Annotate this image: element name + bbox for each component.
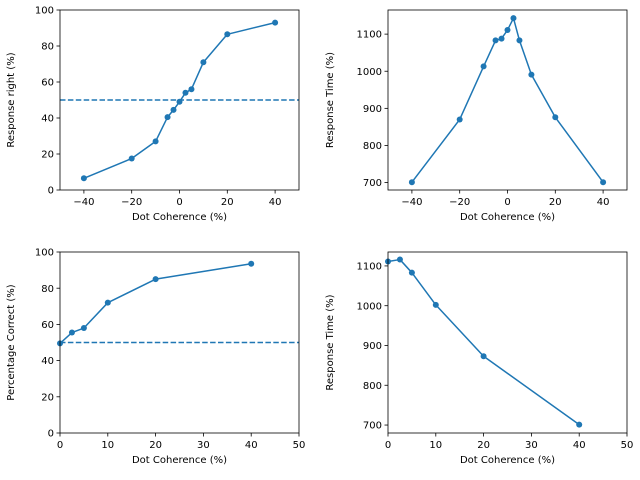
x-tick-label: 20 — [549, 197, 562, 208]
series-line — [59, 263, 252, 344]
chart-panel-2: −40 −20 0 20 40 700 800 900 1000 1100 Dot Coherenc… — [325, 9, 628, 223]
y-tick-label: 800 — [363, 381, 382, 392]
data-point — [170, 106, 177, 113]
data-point — [408, 179, 415, 186]
y-tick-label: 20 — [41, 150, 54, 161]
data-point — [80, 175, 87, 182]
x-tick-label: 40 — [245, 440, 258, 451]
data-point — [576, 421, 583, 428]
data-point — [510, 15, 517, 22]
y-axis-label: Percentage Correct (%) — [6, 284, 17, 401]
data-point — [456, 116, 463, 123]
x-tick-label: −20 — [121, 197, 142, 208]
data-point — [272, 19, 279, 26]
x-axis-label: Dot Coherence (%) — [132, 212, 227, 223]
data-point — [80, 325, 87, 332]
series-line — [411, 17, 604, 183]
y-tick-label: 80 — [41, 284, 54, 295]
data-point — [432, 301, 439, 308]
x-tick-label: 20 — [221, 197, 234, 208]
y-tick-label: 1000 — [357, 301, 382, 312]
chart-panel-1: −40 −20 0 20 40 0 20 40 60 80 100 Dot Coherence (%)… — [6, 6, 300, 223]
data-point — [164, 114, 171, 121]
data-point — [492, 37, 499, 44]
data-point — [104, 299, 111, 306]
y-axis-label: Response right (%) — [6, 52, 17, 147]
x-tick-label: 10 — [429, 440, 442, 451]
y-tick-label: 40 — [41, 114, 54, 125]
x-tick-label: 50 — [621, 440, 634, 451]
y-tick-label: 20 — [41, 392, 54, 403]
y-axis-label: Response Time (%) — [325, 52, 336, 148]
data-point — [396, 256, 403, 263]
x-tick-label: 0 — [385, 440, 391, 451]
data-point — [480, 63, 487, 70]
x-tick-label: 30 — [197, 440, 210, 451]
chart-panel-4: 0 10 20 30 40 50 700 800 900 1000 1100 Dot Coherenc… — [325, 251, 634, 466]
x-tick-label: 20 — [149, 440, 162, 451]
x-axis-label: Dot Coherence (%) — [460, 212, 555, 223]
x-axis-label: Dot Coherence (%) — [460, 455, 555, 466]
y-axis-label: Response Time (%) — [325, 294, 336, 390]
data-point — [152, 138, 159, 145]
x-tick-label: 30 — [525, 440, 538, 451]
data-point — [408, 269, 415, 276]
series-line — [387, 258, 580, 426]
y-tick-label: 80 — [41, 42, 54, 53]
axes-frame — [59, 251, 300, 434]
y-tick-label: 100 — [35, 248, 54, 259]
y-tick-label: 40 — [41, 356, 54, 367]
y-tick-label: 900 — [363, 104, 382, 115]
y-tick-label: 900 — [363, 341, 382, 352]
x-tick-label: 0 — [504, 197, 510, 208]
axes-frame — [387, 251, 628, 434]
chart-panel-3: 0 10 20 30 40 50 0 20 40 60 80 100 Dot Coherence (%)… — [6, 248, 305, 466]
x-tick-label: 40 — [573, 440, 586, 451]
x-tick-label: 20 — [477, 440, 490, 451]
y-tick-label: 1100 — [357, 30, 382, 41]
y-tick-label: 1000 — [357, 67, 382, 78]
data-point — [480, 353, 487, 360]
y-tick-label: 60 — [41, 320, 54, 331]
data-point — [68, 329, 75, 336]
y-tick-label: 60 — [41, 78, 54, 89]
data-point — [600, 179, 607, 186]
y-tick-label: 100 — [35, 6, 54, 17]
x-tick-label: 10 — [101, 440, 114, 451]
data-point — [248, 260, 255, 267]
x-tick-label: 0 — [57, 440, 63, 451]
data-point — [152, 276, 159, 283]
x-tick-label: 40 — [597, 197, 610, 208]
data-point — [128, 155, 135, 162]
data-point — [188, 86, 195, 93]
data-point — [516, 37, 523, 44]
y-tick-label: 700 — [363, 421, 382, 432]
data-point — [176, 98, 183, 105]
y-tick-label: 0 — [48, 429, 54, 440]
data-point — [552, 114, 559, 121]
x-tick-label: −40 — [73, 197, 94, 208]
y-tick-label: 800 — [363, 141, 382, 152]
axes-frame — [387, 9, 628, 191]
y-tick-label: 0 — [48, 186, 54, 197]
y-tick-label: 1100 — [357, 262, 382, 273]
x-tick-label: 40 — [269, 197, 282, 208]
data-point — [224, 31, 231, 38]
data-point — [498, 35, 505, 42]
data-point — [200, 59, 207, 66]
x-axis-label: Dot Coherence (%) — [132, 455, 227, 466]
y-tick-label: 700 — [363, 178, 382, 189]
x-tick-label: 0 — [176, 197, 182, 208]
data-point — [528, 71, 535, 78]
data-point — [182, 89, 189, 96]
x-tick-label: −40 — [401, 197, 422, 208]
x-tick-label: −20 — [449, 197, 470, 208]
x-tick-label: 50 — [293, 440, 306, 451]
data-point — [504, 27, 511, 34]
